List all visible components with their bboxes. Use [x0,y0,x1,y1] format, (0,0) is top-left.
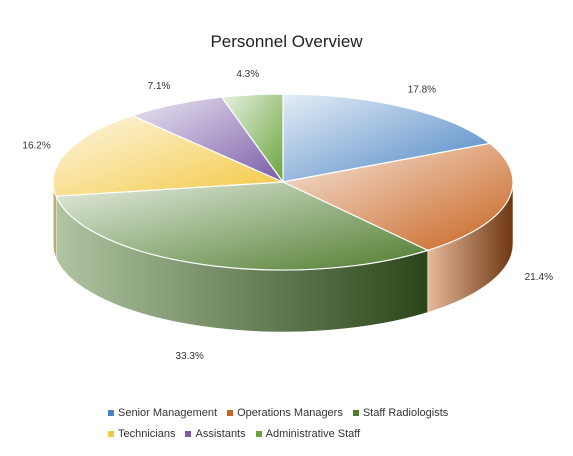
data-label: 21.4% [525,272,553,283]
legend-label: Staff Radiologists [362,406,449,419]
legend-item: Administrative Staff [255,427,361,440]
data-label: 7.1% [148,81,171,92]
pie-slice-operations-managers [281,142,514,252]
chart-title: Personnel Overview [210,32,363,51]
legend-swatch [255,430,262,437]
pie-slice-technicians [52,114,284,197]
data-label: 4.3% [236,69,259,80]
legend-swatch [227,409,234,416]
legend-row: Technicians Assistants Administrative Staf… [108,423,528,444]
legend-item: Assistants [185,427,246,440]
legend-item: Senior Management [108,407,217,419]
legend-swatch [185,430,192,437]
pie-slice-staff-radiologists [55,181,430,271]
legend-swatch [108,409,114,416]
pie-slice-senior-management [282,93,492,183]
legend-swatch [108,430,114,437]
legend-label: Operations Managers [237,406,343,419]
data-label: 17.8% [408,85,436,96]
legend-item: Technicians [108,428,175,440]
legend-label: Technicians [118,427,176,440]
legend-item: Operations Managers [227,407,343,419]
legend-row: Senior Management Operations Managers Staf… [108,402,528,423]
data-label: 33.3% [176,351,204,362]
legend-item: Staff Radiologists [352,406,449,419]
data-label: 16.2% [22,141,50,152]
legend-label: Senior Management [118,406,218,419]
pie-slice-administrative-staff [220,93,284,184]
legend-label: Administrative Staff [265,427,361,440]
legend-swatch [352,409,359,416]
legend-label: Assistants [195,427,246,440]
legend: Senior Management Operations Managers Staf… [108,402,528,444]
pie-slice-assistants [130,96,285,184]
